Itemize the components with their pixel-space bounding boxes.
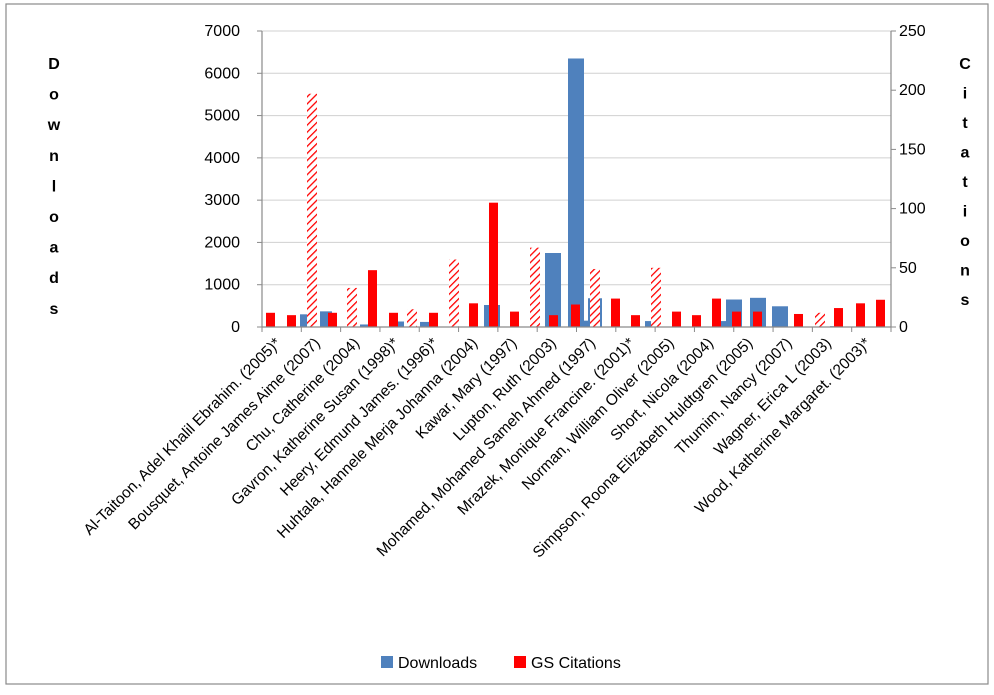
right-tick-label: 250 bbox=[899, 23, 926, 40]
left-tick-label: 2000 bbox=[204, 234, 240, 251]
left-tick-label: 6000 bbox=[204, 65, 240, 82]
right-axis-title-letter: n bbox=[960, 263, 970, 280]
chart-border bbox=[5, 3, 989, 685]
right-axis-title-letter: i bbox=[963, 86, 967, 103]
citations-bar bbox=[368, 270, 377, 327]
citations-bar bbox=[753, 311, 762, 327]
citations-hatched-bar bbox=[347, 287, 357, 327]
citations-bar bbox=[549, 315, 558, 327]
citations-bar bbox=[266, 312, 275, 327]
left-axis-title-letter: a bbox=[50, 240, 59, 257]
left-axis-title-letter: s bbox=[50, 301, 59, 318]
downloads-bar bbox=[420, 321, 432, 327]
legend-swatch bbox=[514, 656, 526, 668]
right-axis-title-letter: i bbox=[963, 204, 967, 221]
citations-bar bbox=[389, 312, 398, 327]
left-axis-title-letter: D bbox=[48, 56, 60, 73]
citations-bar bbox=[712, 298, 721, 327]
right-axis-title-letter: t bbox=[962, 174, 968, 191]
axes: 0 1000 2000 3000 4000 5000 6000 7000 0 50 100 150 20… bbox=[47, 23, 971, 336]
right-tick-label: 100 bbox=[899, 201, 926, 218]
legend-label: Downloads bbox=[398, 655, 477, 672]
left-axis-title-letter: w bbox=[47, 117, 61, 134]
left-axis-title-letter: l bbox=[52, 178, 56, 195]
citations-bar bbox=[856, 303, 865, 327]
downloads-bar bbox=[360, 324, 372, 327]
downloads-bar-peak bbox=[568, 58, 584, 327]
left-axis-title: Downloads bbox=[47, 56, 61, 318]
citations-bar bbox=[328, 312, 337, 327]
citations-bar bbox=[732, 311, 741, 327]
left-tick-label: 1000 bbox=[204, 277, 240, 294]
right-tick-label: 50 bbox=[899, 260, 917, 277]
left-axis-title-letter: d bbox=[49, 270, 59, 287]
citations-hatched-bar bbox=[307, 93, 317, 327]
bars bbox=[266, 58, 885, 327]
citations-bar bbox=[672, 311, 681, 327]
citations-bar bbox=[571, 304, 580, 327]
left-axis-title-letter: n bbox=[49, 148, 59, 165]
citations-bar bbox=[631, 315, 640, 327]
downloads-bar bbox=[545, 253, 561, 327]
legend-label: GS Citations bbox=[531, 655, 621, 672]
right-axis-title-letter: t bbox=[962, 115, 968, 132]
citations-hatched-bar bbox=[815, 312, 825, 327]
right-tick-label: 200 bbox=[899, 82, 926, 99]
left-axis-title-letter: o bbox=[49, 209, 59, 226]
citations-hatched-bar bbox=[407, 309, 417, 327]
right-axis-title-letter: s bbox=[961, 292, 970, 309]
left-tick-label: 3000 bbox=[204, 192, 240, 209]
right-tick-label: 150 bbox=[899, 141, 926, 158]
citations-hatched-bar bbox=[449, 259, 459, 327]
citations-hatched-bar bbox=[651, 267, 661, 327]
citations-hatched-bar bbox=[590, 268, 600, 327]
right-axis-title-letter: o bbox=[960, 233, 970, 250]
citations-bar bbox=[876, 299, 885, 327]
citations-bar bbox=[611, 298, 620, 327]
citations-bar bbox=[834, 308, 843, 327]
citations-bar bbox=[287, 315, 296, 327]
citations-bar bbox=[429, 312, 438, 327]
right-axis-title-letter: a bbox=[961, 145, 970, 162]
left-axis-title-letter: o bbox=[49, 87, 59, 104]
legend: Downloads GS Citations bbox=[381, 655, 621, 672]
right-axis-title-letter: C bbox=[959, 56, 971, 73]
citations-bar bbox=[794, 313, 803, 327]
left-tick-label: 5000 bbox=[204, 108, 240, 125]
citations-bar bbox=[469, 303, 478, 327]
citations-hatched-bar bbox=[530, 247, 540, 327]
left-tick-label: 7000 bbox=[204, 23, 240, 40]
left-tick-label: 4000 bbox=[204, 150, 240, 167]
citations-bar bbox=[692, 315, 701, 327]
right-axis-title: Citations bbox=[959, 56, 971, 309]
left-tick-label: 0 bbox=[231, 319, 240, 336]
right-tick-label: 0 bbox=[899, 319, 908, 336]
legend-swatch bbox=[381, 656, 393, 668]
citations-bar bbox=[489, 202, 498, 327]
citations-bar bbox=[510, 311, 519, 327]
downloads-bar bbox=[772, 306, 788, 327]
